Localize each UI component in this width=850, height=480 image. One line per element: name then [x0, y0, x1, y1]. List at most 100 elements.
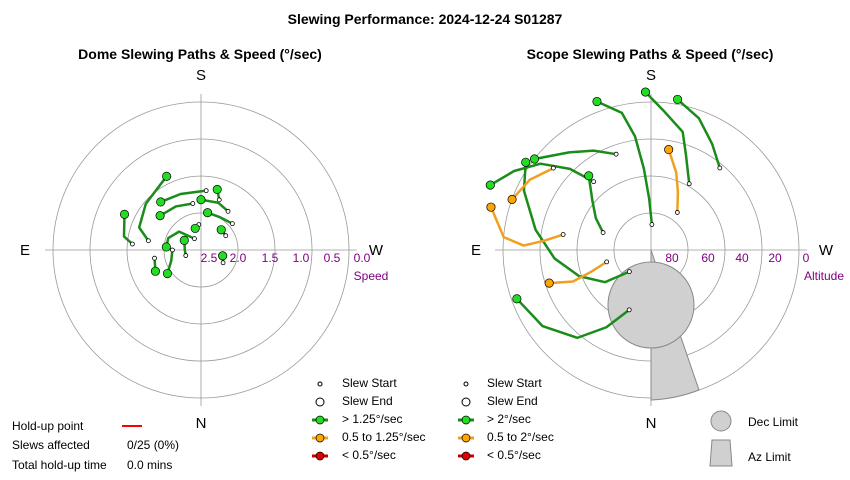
dome-slew-end	[161, 242, 171, 252]
scope-slew-start	[550, 165, 556, 171]
dome-slew-start	[216, 197, 222, 203]
scope-slew-path	[534, 149, 617, 161]
scope-slew-path	[644, 91, 691, 184]
legend-start-marker	[317, 381, 323, 387]
scope-slew-start	[591, 179, 597, 185]
scope-slew-path	[489, 162, 595, 187]
scope-slews	[485, 87, 723, 340]
dome-tick-label: 1.0	[293, 251, 310, 265]
scope-slew-path	[596, 100, 654, 225]
scope-slew-end	[544, 278, 554, 288]
scope-slew-start	[613, 151, 619, 157]
dome-tick-label: 2.5	[201, 251, 218, 265]
scope-slew-path	[522, 162, 630, 284]
scope-tick-label: 60	[701, 251, 715, 265]
dome-axis-name: Speed	[354, 269, 389, 283]
scope-slew-end	[485, 180, 495, 190]
dome-slew-end	[162, 171, 172, 181]
scope-slew-end	[664, 145, 674, 155]
total-holdup-label: Total hold-up time	[12, 458, 107, 472]
legend-end-marker	[461, 397, 471, 407]
dome-slew-start	[223, 233, 229, 239]
dome-slew-end	[162, 268, 172, 279]
dome-tick-labels: 2.5 2.0 1.5 1.0 0.5 0.0	[201, 251, 371, 265]
dome-slew-end	[119, 209, 130, 219]
dome-subtitle: Dome Slewing Paths & Speed (°/sec)	[78, 46, 322, 62]
dome-slew-end	[196, 195, 206, 205]
dome-slew-end	[218, 251, 228, 261]
dome-slew-end	[216, 225, 226, 235]
scope-slew-start	[600, 230, 606, 235]
scope-tick-label: 0	[803, 251, 810, 265]
dome-slew-start	[152, 255, 157, 261]
scope-slew-start	[626, 269, 632, 275]
dec-limit-label: Dec Limit	[748, 415, 799, 429]
dome-slew-path	[159, 202, 194, 217]
total-holdup-value: 0.0 mins	[127, 458, 172, 472]
dome-tick-label: 0.5	[324, 251, 341, 265]
scope-slew-start	[649, 222, 655, 227]
legend-fast-marker	[461, 415, 471, 425]
az-limit-swatch	[709, 439, 733, 467]
legend-medium-marker	[461, 433, 471, 443]
scope-slew-path	[549, 260, 608, 285]
legend-medium-marker	[315, 433, 325, 443]
dome-slew-start	[192, 236, 197, 242]
legend-end-marker	[315, 397, 325, 407]
scope-legend-end: Slew End	[487, 394, 538, 408]
scope-tick-label: 40	[735, 251, 749, 265]
scope-slew-start	[674, 210, 680, 215]
scope-dir-bottom: N	[646, 415, 657, 432]
scope-legend-medium: 0.5 to 2°/sec	[487, 430, 554, 444]
dec-limit-swatch	[710, 410, 732, 432]
legend-slow-marker	[461, 451, 471, 461]
dome-slew-path	[137, 175, 168, 242]
dome-dir-top: S	[196, 67, 206, 84]
scope-slew-start	[626, 307, 632, 313]
az-limit-label: Az Limit	[748, 450, 791, 464]
scope-subtitle: Scope Slewing Paths & Speed (°/sec)	[527, 46, 774, 62]
scope-tick-label: 80	[665, 251, 679, 265]
dome-dir-bottom: N	[196, 415, 207, 432]
dome-legend-medium: 0.5 to 1.25°/sec	[342, 430, 426, 444]
dome-dir-left: E	[20, 242, 30, 259]
scope-legend-slow: < 0.5°/sec	[487, 448, 541, 462]
scope-slew-start	[717, 165, 723, 171]
dome-slew-start	[225, 208, 231, 214]
dome-slew-end	[150, 266, 160, 276]
scope-slew-end	[512, 294, 522, 304]
dome-panel: Dome Slewing Paths & Speed (°/sec) S N E…	[20, 46, 426, 462]
scope-slew-path	[511, 166, 554, 201]
dome-slew-end	[203, 208, 213, 218]
dome-slew-start	[203, 188, 209, 194]
scope-slew-path	[587, 175, 605, 234]
dome-slew-end	[179, 235, 189, 245]
legend-slow-marker	[315, 451, 325, 461]
dome-tick-label: 1.5	[262, 251, 279, 265]
scope-dir-left: E	[471, 242, 481, 259]
scope-slew-end	[486, 202, 496, 212]
dome-slew-path	[122, 214, 134, 245]
scope-legend-start: Slew Start	[487, 376, 542, 390]
dome-slew-end	[190, 223, 200, 233]
scope-slew-end	[584, 171, 594, 181]
dome-slew-path	[200, 198, 229, 213]
dome-legend-slow: < 0.5°/sec	[342, 448, 396, 462]
scope-slew-end	[507, 194, 517, 204]
scope-axis-name: Altitude	[804, 269, 844, 283]
scope-slew-end	[529, 154, 540, 164]
scope-tick-labels: 80 60 40 20 0	[665, 251, 809, 265]
scope-tick-label: 20	[768, 251, 782, 265]
dome-slew-path	[160, 189, 207, 204]
scope-dir-right: W	[819, 242, 834, 259]
dome-slews	[119, 171, 235, 279]
scope-slew-path	[676, 98, 722, 169]
scope-slew-end	[592, 96, 602, 107]
holdup-point-label: Hold-up point	[12, 419, 84, 433]
dome-slew-end	[155, 211, 165, 221]
scope-slew-start	[560, 232, 566, 237]
dome-slew-end	[156, 197, 166, 207]
scope-panel: Scope Slewing Paths & Speed (°/sec) S N …	[458, 46, 844, 467]
legend-fast-marker	[315, 415, 325, 425]
